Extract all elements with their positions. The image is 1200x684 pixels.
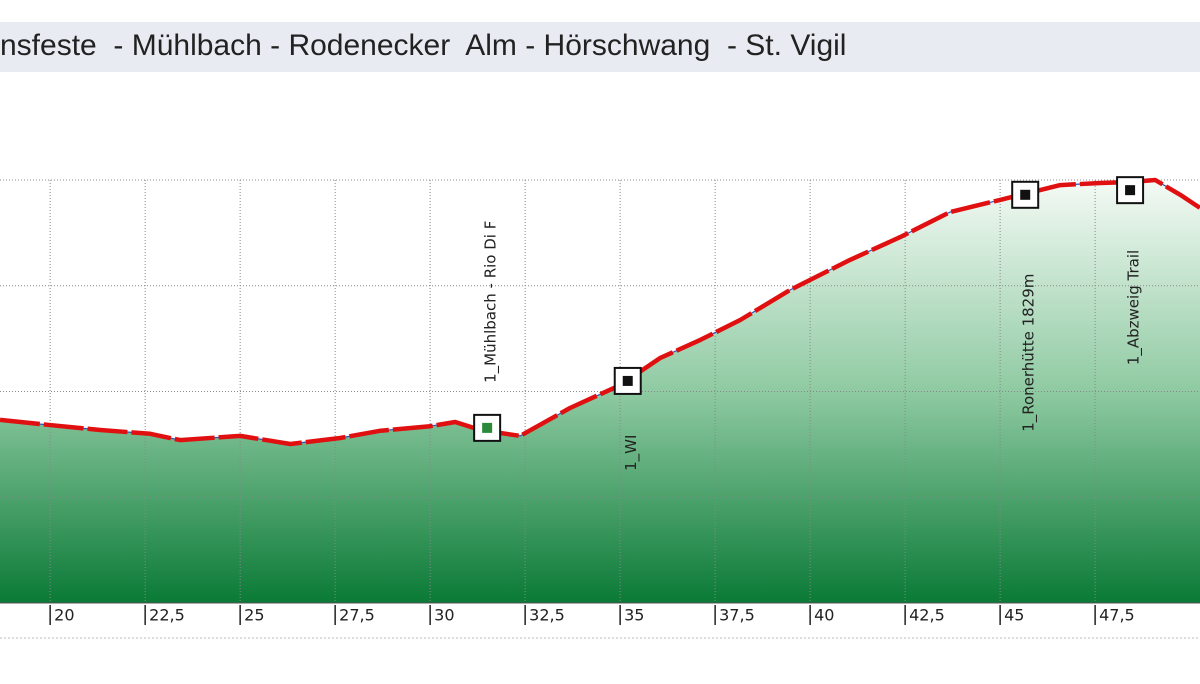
title-bar	[0, 22, 1200, 72]
x-tick-label: 37,5	[719, 606, 755, 625]
x-tick-label: 22,5	[149, 606, 185, 625]
x-tick-label: 42,5	[909, 606, 945, 625]
waypoint-label: 1_WI	[622, 435, 641, 471]
waypoint-dot	[482, 422, 493, 433]
x-tick-label: 45	[1004, 606, 1024, 625]
x-tick-label: 35	[624, 606, 644, 625]
x-tick-label: 27,5	[339, 606, 375, 625]
waypoint-label: 1_Mühlbach - Rio Di F	[482, 221, 501, 383]
chart-title: nsfeste - Mühlbach - Rodenecker Alm - Hö…	[0, 29, 846, 62]
waypoint-dot	[1020, 189, 1031, 200]
x-tick-label: 32,5	[529, 606, 565, 625]
x-tick-label: 25	[244, 606, 264, 625]
x-tick-label: 47,5	[1099, 606, 1135, 625]
waypoint-label: 1_Abzweig Trail	[1125, 250, 1144, 365]
waypoint-label: 1_Ronerhütte 1829m	[1020, 274, 1039, 432]
x-tick-label: 30	[434, 606, 454, 625]
x-tick-label: 40	[814, 606, 834, 625]
waypoint-dot	[1125, 185, 1136, 196]
waypoint-dot	[622, 375, 633, 386]
x-tick-label: 20	[54, 606, 74, 625]
